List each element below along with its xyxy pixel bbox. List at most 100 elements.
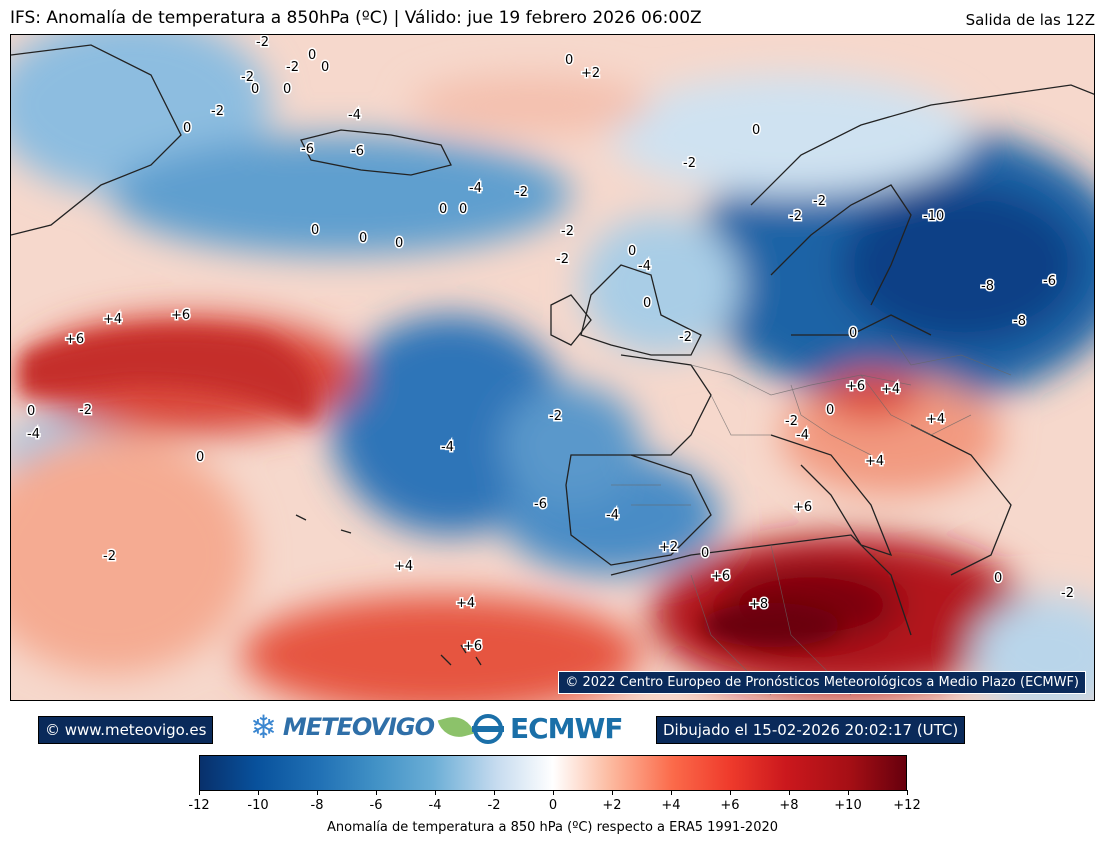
contour-label: 0 <box>565 53 573 68</box>
colorbar-tick <box>435 790 436 795</box>
copyright-notice: © 2022 Centro Europeo de Pronósticos Met… <box>558 671 1086 694</box>
colorbar-tick <box>258 790 259 795</box>
contour-label: 0 <box>321 60 329 75</box>
colorbar-tick-label: -2 <box>487 798 501 813</box>
anomaly-map: -2 0 -2 0 0 -2 0 0 -2 -4 -6 -6 0 +2 0 -2… <box>10 34 1095 701</box>
contour-label: +6 <box>793 500 812 515</box>
ecmwf-wordmark: ECMWF <box>510 712 624 745</box>
france-coast <box>620 354 712 456</box>
colorbar-tick-label: -10 <box>247 798 269 813</box>
contour-label: +4 <box>926 412 945 427</box>
colorbar-ticks: -12 -10 -8 -6 -4 -2 0 +2 +4 +6 +8 +10 +12 <box>188 790 921 820</box>
meteovigo-logo: ❄ METEOVIGO <box>250 707 475 747</box>
contour-label: +6 <box>65 332 84 347</box>
contour-label: +4 <box>394 559 413 574</box>
contour-label: -2 <box>549 409 562 424</box>
contour-label: -2 <box>241 70 254 85</box>
contour-label: +6 <box>846 379 865 394</box>
contour-label: -2 <box>286 60 299 75</box>
contour-label: -8 <box>1013 314 1026 329</box>
contour-label: 0 <box>752 123 760 138</box>
contour-label: +2 <box>581 66 600 81</box>
contour-label: -6 <box>301 142 314 157</box>
model-run-label: Salida de las 12Z <box>965 11 1095 29</box>
contour-label: 0 <box>701 546 709 561</box>
contour-label: -4 <box>469 181 482 196</box>
map-canvas: -2 0 -2 0 0 -2 0 0 -2 -4 -6 -6 0 +2 0 -2… <box>11 35 1094 700</box>
contour-label: 0 <box>251 82 259 97</box>
contour-label: -4 <box>638 259 651 274</box>
contour-label: +4 <box>456 596 475 611</box>
contour-label: 0 <box>283 82 291 97</box>
contour-label: -2 <box>211 104 224 119</box>
anomaly-field-detail <box>21 328 841 647</box>
colorbar-tick <box>907 790 908 795</box>
contour-label: -6 <box>1043 274 1056 289</box>
ireland-coast <box>550 294 592 346</box>
colorbar-tick-label: 0 <box>548 798 558 813</box>
contour-label: -2 <box>515 185 528 200</box>
leaf-icon <box>437 712 475 742</box>
contour-label: +4 <box>103 312 122 327</box>
contour-label: -2 <box>79 403 92 418</box>
colorbar <box>199 755 907 791</box>
contour-label: 0 <box>459 202 467 217</box>
contour-label: +6 <box>171 308 190 323</box>
iceland-coast <box>300 129 452 176</box>
colorbar-tick-label: -6 <box>369 798 383 813</box>
contour-label: +2 <box>659 540 678 555</box>
contour-label: 0 <box>395 236 403 251</box>
colorbar-tick <box>612 790 613 795</box>
map-title: IFS: Anomalía de temperatura a 850hPa (º… <box>10 8 702 28</box>
contour-label: +6 <box>463 639 482 654</box>
contour-label: 0 <box>994 571 1002 586</box>
colorbar-tick-label: -12 <box>188 798 210 813</box>
contour-label: -4 <box>796 428 809 443</box>
canaries-coast <box>440 644 482 666</box>
contour-label: -2 <box>103 549 116 564</box>
colorbar-tick-label: +6 <box>720 798 740 813</box>
colorbar-tick <box>730 790 731 795</box>
baltic-coast <box>791 314 932 336</box>
contour-label: -4 <box>27 427 40 442</box>
ecmwf-logo: ECMWF <box>470 712 624 745</box>
anomaly-field <box>11 35 1094 700</box>
contour-label: -10 <box>923 209 944 224</box>
contour-label: +4 <box>865 454 884 469</box>
scandinavia-coast <box>770 184 912 306</box>
contour-label: -2 <box>256 35 269 50</box>
meteovigo-wordmark: METEOVIGO <box>282 713 435 741</box>
colorbar-tick-label: +2 <box>602 798 622 813</box>
contour-label: 0 <box>311 223 319 238</box>
contour-labels: -2 0 -2 0 0 -2 0 0 -2 -4 -6 -6 0 +2 0 -2… <box>26 35 1076 656</box>
contour-label: 0 <box>308 48 316 63</box>
contour-label: 0 <box>628 244 636 259</box>
drawn-timestamp: Dibujado el 15-02-2026 20:02:17 (UTC) <box>656 716 966 744</box>
contour-label: 0 <box>183 121 191 136</box>
balkans-coast <box>910 424 1012 576</box>
iberia-coast <box>565 454 712 566</box>
colorbar-label: Anomalía de temperatura a 850 hPa (ºC) r… <box>326 820 779 835</box>
contour-label: +4 <box>881 382 900 397</box>
contour-label: -2 <box>561 224 574 239</box>
contour-label: +6 <box>711 569 730 584</box>
colorbar-tick <box>789 790 790 795</box>
colorbar-tick <box>848 790 849 795</box>
contour-label: -2 <box>789 209 802 224</box>
contour-label: -4 <box>606 508 619 523</box>
colorbar-tick <box>199 790 200 795</box>
contour-label: 0 <box>643 296 651 311</box>
contour-label: -2 <box>1061 586 1074 601</box>
contour-label: 0 <box>359 231 367 246</box>
colorbar-tick-label: +4 <box>661 798 681 813</box>
contour-label: -6 <box>351 144 364 159</box>
contour-label: 0 <box>849 326 857 341</box>
italy-coast <box>770 434 893 557</box>
contour-label: 0 <box>27 404 35 419</box>
contour-label: -2 <box>813 194 826 209</box>
site-badge[interactable]: © www.meteovigo.es <box>38 716 214 744</box>
norway-coast <box>750 84 1094 206</box>
contour-label: -2 <box>679 330 692 345</box>
contour-label: -4 <box>348 108 361 123</box>
colorbar-tick-label: +12 <box>893 798 921 813</box>
